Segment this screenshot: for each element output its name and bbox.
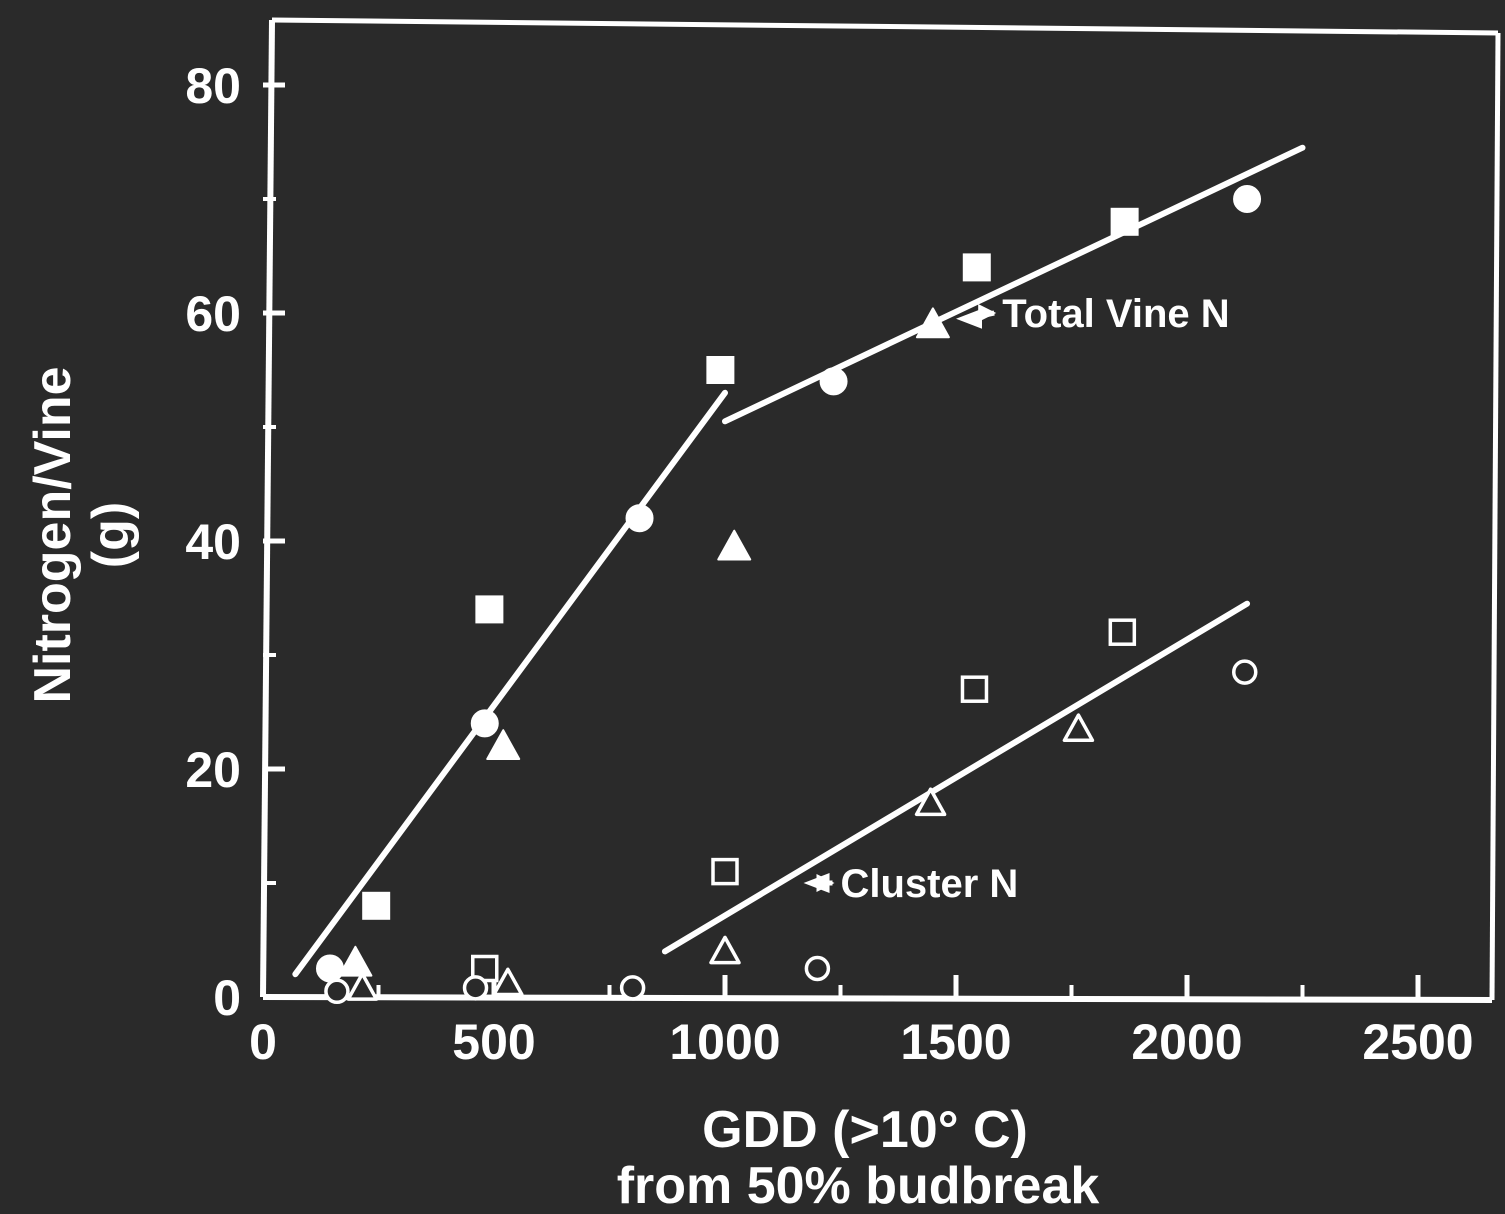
- total-filled-circle-marker: [819, 367, 848, 396]
- cluster-open-circle-marker: [462, 975, 489, 1001]
- total-filled-triangle-marker: [486, 729, 521, 760]
- total-fit-line: [722, 144, 1306, 425]
- cluster-open-triangle-marker: [914, 787, 947, 817]
- total-filled-square-marker: [962, 253, 991, 282]
- axis-ticks: 0 500 1000 1500 2000 2500 0 20 40 60 80: [185, 58, 1473, 1070]
- frame-top: [271, 17, 1499, 36]
- cluster-n-label: Cluster N: [841, 862, 1019, 906]
- total-fit-line: [292, 389, 728, 978]
- total-filled-circle-marker: [470, 709, 499, 738]
- cluster-open-square-marker: [711, 857, 739, 886]
- x-tick-label: 2500: [1362, 1014, 1473, 1070]
- plot-frame: [260, 17, 1501, 1003]
- cluster-open-triangle-marker: [1062, 713, 1095, 743]
- y-tick-label: 80: [185, 58, 241, 114]
- y-axis-unit: (g): [82, 502, 140, 568]
- cluster-open-circle-marker: [619, 975, 646, 1001]
- cluster-open-square-marker: [1108, 618, 1137, 646]
- fit-lines: [292, 144, 1306, 978]
- x-tick-label: 0: [249, 1014, 277, 1070]
- total-filled-circle-marker: [625, 504, 654, 533]
- y-tick-label: 20: [185, 742, 241, 798]
- x-tick-label: 500: [452, 1014, 535, 1070]
- cluster-open-triangle-marker: [346, 972, 379, 1001]
- x-axis-title: GDD (>10° C): [702, 1101, 1028, 1159]
- total-vine-n-arrow-tail: [978, 304, 997, 322]
- data-markers: [315, 185, 1262, 1005]
- total-vine-n-arrow-head: [956, 308, 982, 329]
- x-tick-label: 1500: [900, 1014, 1011, 1070]
- y-tick-label: 40: [185, 514, 241, 570]
- cluster-fit-line: [661, 600, 1251, 955]
- x-axis-title-line2: from 50% budbreak: [617, 1157, 1100, 1214]
- total-filled-square-marker: [475, 595, 504, 624]
- total-filled-square-marker: [1110, 207, 1139, 236]
- cluster-open-circle-marker: [804, 955, 831, 982]
- total-filled-circle-marker: [1233, 185, 1262, 213]
- cluster-open-circle-marker: [1232, 659, 1258, 685]
- cluster-open-square-marker: [960, 675, 989, 703]
- annotations: Total Vine N Cluster N: [803, 292, 1230, 906]
- cluster-open-circle-marker: [324, 978, 350, 1005]
- y-tick-label: 60: [185, 286, 241, 342]
- x-tick-label: 2000: [1131, 1014, 1242, 1070]
- x-tick-label: 1000: [669, 1014, 780, 1070]
- cluster-open-triangle-marker: [492, 967, 524, 997]
- frame-right: [1489, 32, 1501, 1001]
- frame-left-axis: [260, 19, 275, 998]
- total-vine-n-label: Total Vine N: [1002, 292, 1229, 336]
- total-filled-triangle-marker: [338, 945, 373, 977]
- y-tick-label: 0: [213, 970, 241, 1026]
- frame-bottom-axis: [262, 994, 1493, 1003]
- cluster-n-arrow-tail: [816, 874, 835, 892]
- y-axis-title: Nitrogen/Vine: [24, 366, 82, 703]
- total-filled-square-marker: [362, 891, 391, 920]
- total-filled-triangle-marker: [915, 307, 950, 339]
- total-filled-triangle-marker: [717, 529, 752, 561]
- cluster-open-triangle-marker: [709, 935, 741, 965]
- total-filled-square-marker: [706, 356, 735, 384]
- total-filled-circle-marker: [315, 954, 344, 983]
